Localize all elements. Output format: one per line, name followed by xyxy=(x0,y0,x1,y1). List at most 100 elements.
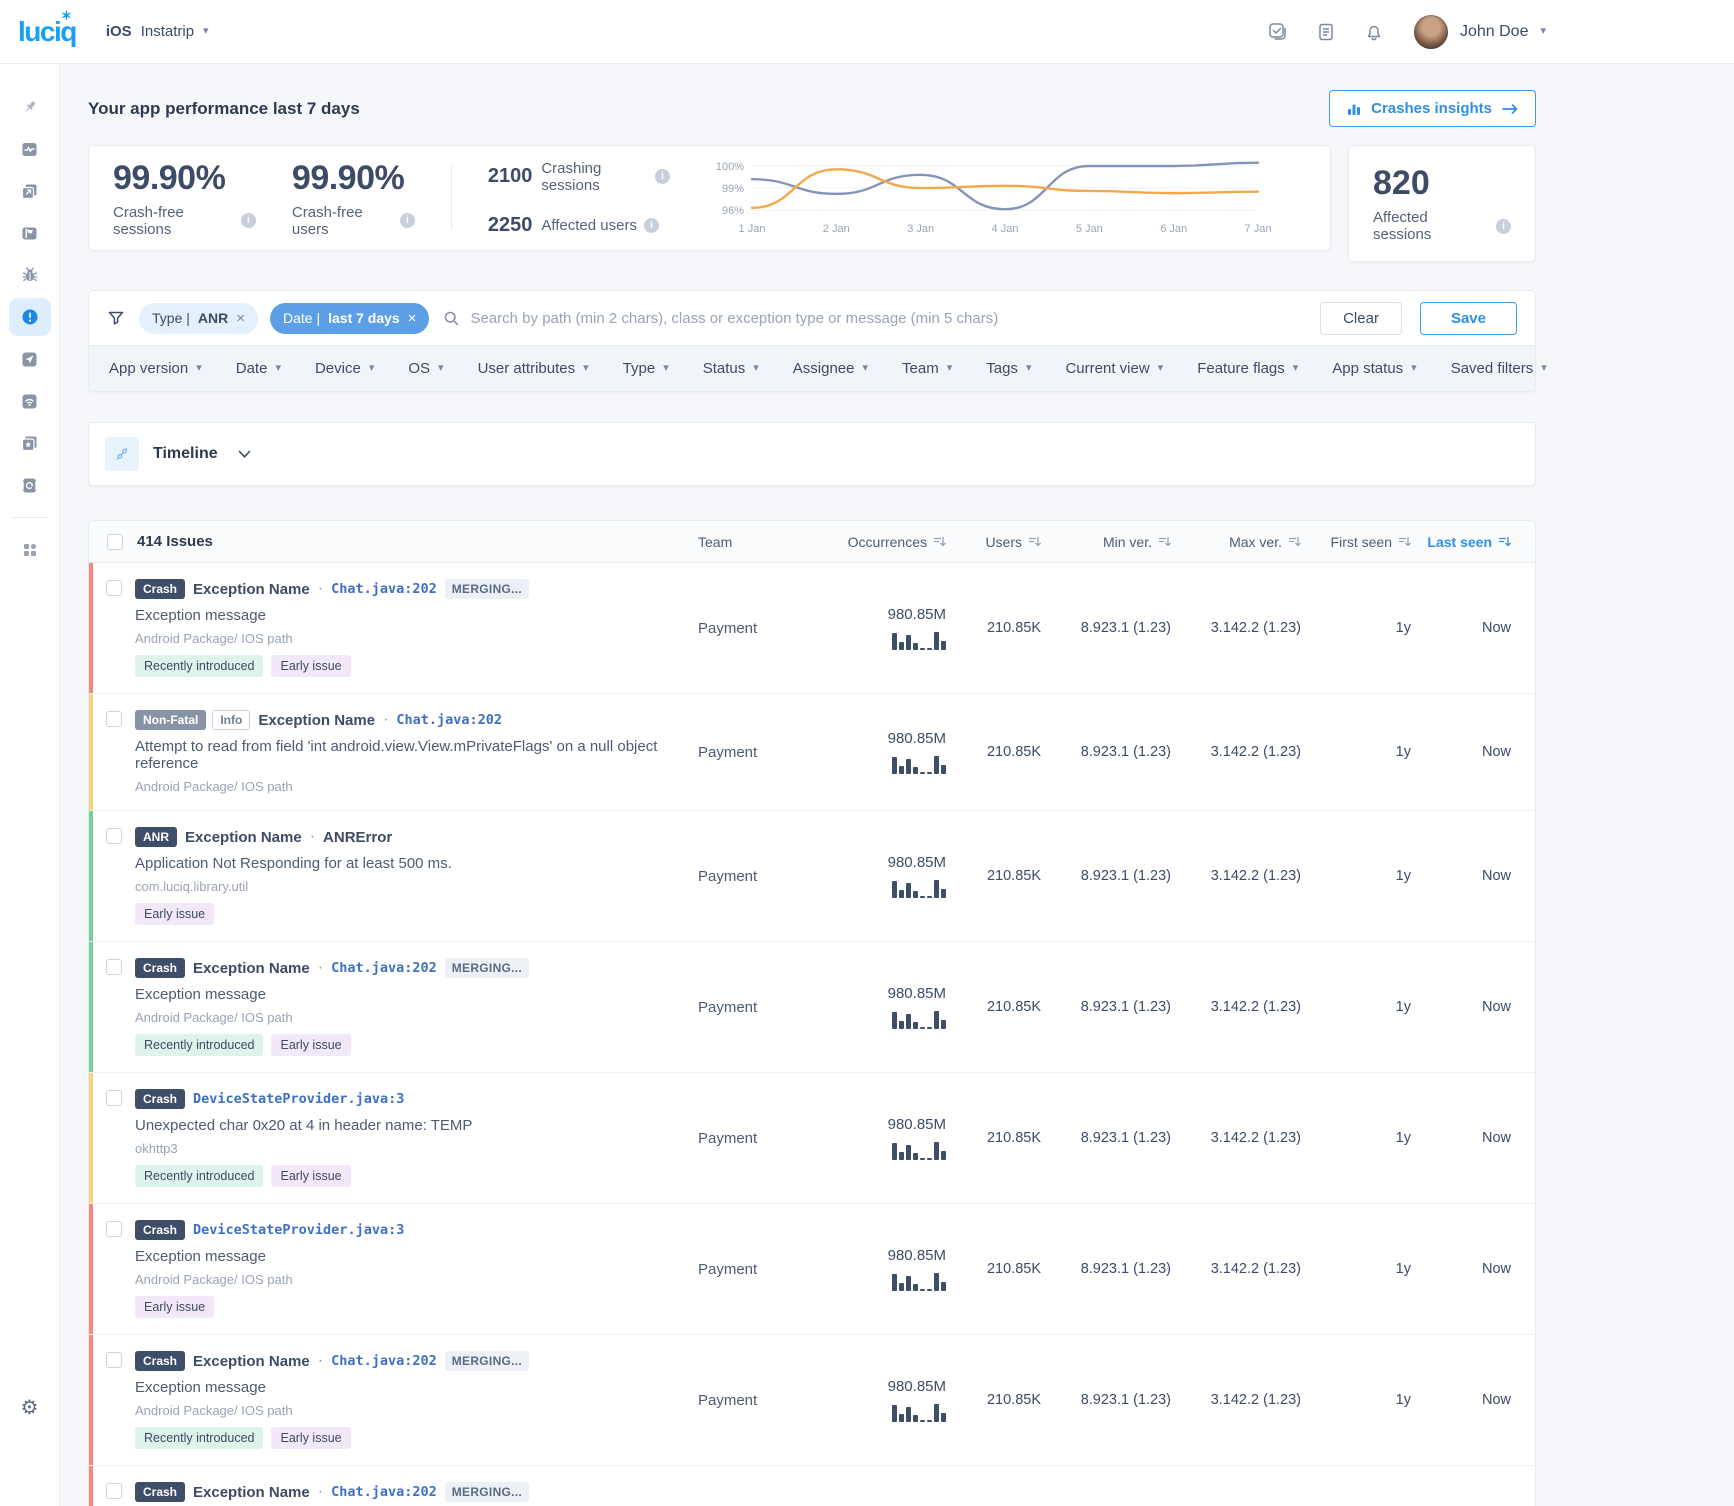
row-checkbox[interactable] xyxy=(106,1352,122,1368)
occurrences-cell: 980.85M xyxy=(796,1116,946,1160)
info-icon[interactable] xyxy=(655,169,670,184)
issue-name[interactable]: Exception Name xyxy=(193,1484,310,1501)
pin-icon[interactable] xyxy=(9,88,51,126)
send-icon[interactable] xyxy=(9,340,51,378)
featured-icon[interactable] xyxy=(9,424,51,462)
info-icon[interactable] xyxy=(241,213,256,228)
row-checkbox[interactable] xyxy=(106,1221,122,1237)
table-row[interactable]: Crash Exception Name · Chat.java:202 MER… xyxy=(89,1335,1535,1466)
column-min-ver[interactable]: Min ver. xyxy=(1041,534,1171,550)
column-last-seen[interactable]: Last seen xyxy=(1411,534,1511,550)
column-occurrences[interactable]: Occurrences xyxy=(796,534,946,550)
table-row[interactable]: Non-FatalInfo Exception Name · Chat.java… xyxy=(89,694,1535,811)
filter-dropdown[interactable]: Feature flags xyxy=(1197,360,1298,377)
filter-dropdown[interactable]: Current view xyxy=(1065,360,1163,377)
column-users[interactable]: Users xyxy=(946,534,1041,550)
row-checkbox[interactable] xyxy=(106,828,122,844)
filter-chip[interactable]: Date | last 7 days xyxy=(270,303,429,334)
issue-location[interactable]: Chat.java:202 xyxy=(331,1484,437,1500)
table-row[interactable]: ANR Exception Name · ANRError Applicatio… xyxy=(89,811,1535,942)
bell-icon[interactable] xyxy=(1364,22,1384,42)
info-icon[interactable] xyxy=(644,218,659,233)
issue-name[interactable]: Exception Name xyxy=(185,829,302,846)
app-releases-icon[interactable] xyxy=(9,172,51,210)
crashes-insights-button[interactable]: Crashes insights xyxy=(1329,90,1536,127)
save-button[interactable]: Save xyxy=(1420,302,1517,335)
tasks-icon[interactable] xyxy=(1267,21,1288,42)
crash-alert-icon[interactable] xyxy=(9,298,51,336)
filter-dropdown[interactable]: Assignee xyxy=(793,360,868,377)
filter-dropdown[interactable]: Tags xyxy=(986,360,1031,377)
column-first-seen[interactable]: First seen xyxy=(1301,534,1411,550)
filter-dropdown[interactable]: Team xyxy=(902,360,952,377)
filter-dropdown[interactable]: App status xyxy=(1332,360,1416,377)
issue-location[interactable]: Chat.java:202 xyxy=(396,712,502,728)
clear-button[interactable]: Clear xyxy=(1320,302,1402,335)
chip-remove-icon[interactable] xyxy=(236,311,245,326)
funnel-icon[interactable] xyxy=(107,309,125,327)
issue-location[interactable]: Chat.java:202 xyxy=(331,1353,437,1369)
bug-icon[interactable] xyxy=(9,256,51,294)
settings-gear-icon[interactable] xyxy=(21,1398,39,1418)
chevron-down-icon[interactable] xyxy=(238,450,251,459)
issue-name[interactable]: Exception Name xyxy=(193,581,310,598)
filter-dropdown[interactable]: Type xyxy=(623,360,669,377)
filter-dropdown[interactable]: User attributes xyxy=(478,360,589,377)
user-menu[interactable]: John Doe xyxy=(1414,15,1546,49)
select-all-checkbox[interactable] xyxy=(107,534,123,550)
issue-tag: Recently introduced xyxy=(135,655,263,677)
filter-dropdown[interactable]: Date xyxy=(236,360,281,377)
info-icon[interactable] xyxy=(400,213,415,228)
filter-dropdown[interactable]: Status xyxy=(703,360,759,377)
issue-name[interactable]: Exception Name xyxy=(193,960,310,977)
filter-dropdown[interactable]: App version xyxy=(109,360,202,377)
issue-location[interactable]: ANRError xyxy=(323,829,392,846)
table-row[interactable]: Crash DeviceStateProvider.java:3 Unexpec… xyxy=(89,1073,1535,1204)
filter-dropdown[interactable]: Device xyxy=(315,360,374,377)
table-row[interactable]: Crash Exception Name · Chat.java:202 MER… xyxy=(89,942,1535,1073)
luciq-logo[interactable]: luciq xyxy=(18,18,76,46)
first-seen-cell: 1y xyxy=(1301,620,1411,636)
session-replay-icon[interactable] xyxy=(9,466,51,504)
issue-tag: Early issue xyxy=(271,1165,350,1187)
flag-icon[interactable] xyxy=(9,214,51,252)
filter-dropdown[interactable]: Saved filters xyxy=(1451,360,1547,377)
filter-chip[interactable]: Type | ANR xyxy=(139,303,258,334)
row-checkbox[interactable] xyxy=(106,1483,122,1499)
column-team[interactable]: Team xyxy=(686,534,796,550)
table-row[interactable]: Crash DeviceStateProvider.java:3 Excepti… xyxy=(89,1204,1535,1335)
performance-icon[interactable] xyxy=(9,130,51,168)
app-switcher[interactable]: iOS Instatrip xyxy=(106,23,209,40)
release-notes-icon[interactable] xyxy=(1316,22,1336,42)
row-checkbox[interactable] xyxy=(106,959,122,975)
first-seen-cell: 1y xyxy=(1301,744,1411,760)
info-icon[interactable] xyxy=(1496,219,1511,234)
timeline-icon xyxy=(105,437,139,471)
search-input[interactable] xyxy=(470,310,1306,327)
column-max-ver[interactable]: Max ver. xyxy=(1171,534,1301,550)
separator: · xyxy=(318,1352,323,1370)
filter-dropdown[interactable]: OS xyxy=(408,360,443,377)
severity-badge: Crash xyxy=(135,579,185,599)
team-cell: Payment xyxy=(686,1392,796,1409)
apps-grid-icon[interactable] xyxy=(9,531,51,569)
table-row[interactable]: Crash Exception Name · Chat.java:202 MER… xyxy=(89,563,1535,694)
team-cell: Payment xyxy=(686,744,796,761)
occurrences-cell: 980.85M xyxy=(796,1247,946,1291)
chevron-down-icon xyxy=(1411,363,1417,374)
network-icon[interactable] xyxy=(9,382,51,420)
issue-location[interactable]: Chat.java:202 xyxy=(331,581,437,597)
chip-remove-icon[interactable] xyxy=(408,311,417,326)
issue-name[interactable]: Exception Name xyxy=(193,1353,310,1370)
filter-card: Type | ANRDate | last 7 days Clear Save … xyxy=(88,290,1536,392)
row-checkbox[interactable] xyxy=(106,711,122,727)
row-checkbox[interactable] xyxy=(106,1090,122,1106)
row-checkbox[interactable] xyxy=(106,580,122,596)
issue-location[interactable]: DeviceStateProvider.java:3 xyxy=(193,1222,404,1238)
occurrences-sparkline xyxy=(796,1009,946,1029)
issue-name[interactable]: Exception Name xyxy=(258,712,375,729)
badge-group: Crash xyxy=(135,1089,185,1109)
issue-location[interactable]: DeviceStateProvider.java:3 xyxy=(193,1091,404,1107)
issue-location[interactable]: Chat.java:202 xyxy=(331,960,437,976)
table-row[interactable]: Crash Exception Name · Chat.java:202 MER… xyxy=(89,1466,1535,1506)
